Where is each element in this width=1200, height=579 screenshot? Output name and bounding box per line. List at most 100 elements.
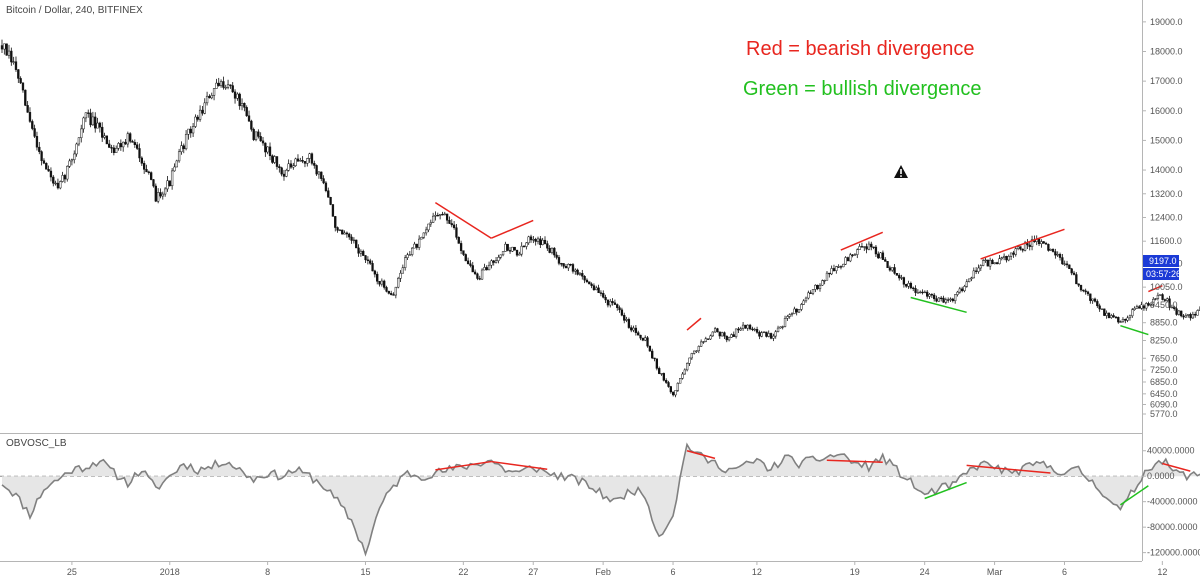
bearish-divergence-line[interactable]: [435, 460, 492, 471]
bullish-divergence-line[interactable]: [910, 296, 967, 314]
candle: [289, 163, 293, 168]
bearish-divergence-line[interactable]: [966, 464, 1051, 474]
candle: [571, 264, 575, 272]
countdown-badge: 03:57:26: [1143, 268, 1181, 280]
candle: [895, 273, 899, 276]
symbol-title[interactable]: Bitcoin / Dollar, 240, BITFINEX: [6, 5, 143, 16]
candle: [126, 133, 129, 145]
price-tick-label: 6450.0: [1150, 389, 1178, 399]
candle: [191, 126, 195, 134]
candle: [1072, 272, 1076, 275]
candle: [788, 314, 791, 317]
candle: [236, 93, 239, 99]
indicator-title[interactable]: OBVOSC_LB: [6, 438, 67, 449]
candle: [660, 373, 663, 375]
svg-text:9197.0: 9197.0: [1149, 256, 1177, 266]
candle: [156, 192, 160, 202]
candle: [1163, 299, 1167, 301]
candle: [1138, 306, 1141, 309]
candle: [658, 368, 661, 374]
candle: [877, 253, 880, 259]
candle: [581, 273, 584, 277]
candle: [1000, 257, 1003, 260]
candle: [692, 350, 696, 354]
candle: [373, 270, 377, 275]
bearish-divergence-line[interactable]: [1148, 284, 1163, 293]
bearish-divergence-line[interactable]: [980, 228, 1065, 260]
candle: [744, 324, 747, 329]
candle: [261, 140, 265, 144]
candle: [902, 277, 906, 285]
candle: [758, 332, 761, 337]
time-tick-label: 19: [850, 567, 860, 577]
candle: [825, 272, 829, 281]
candle: [686, 363, 689, 371]
price-pane[interactable]: [0, 0, 1142, 433]
bullish-divergence-line[interactable]: [1119, 485, 1149, 506]
candle: [33, 128, 36, 137]
candle: [811, 289, 815, 294]
candle: [1105, 312, 1108, 316]
candle: [168, 180, 171, 187]
candle: [224, 87, 227, 89]
candle: [434, 214, 437, 217]
candle: [550, 247, 554, 253]
candle: [632, 327, 635, 331]
candle: [87, 112, 90, 114]
bearish-divergence-line[interactable]: [491, 219, 534, 239]
candle: [832, 268, 836, 271]
candle: [341, 229, 344, 235]
candle: [863, 246, 866, 248]
candle: [543, 239, 547, 244]
candle: [350, 236, 353, 241]
candle: [324, 182, 328, 191]
candle: [501, 251, 505, 256]
candle: [995, 262, 999, 265]
oscillator-pane[interactable]: [0, 436, 1142, 561]
osc-tick-label: -80000.0000: [1147, 522, 1198, 532]
candle: [1037, 238, 1041, 245]
candle: [912, 287, 915, 289]
bearish-divergence-line[interactable]: [1162, 462, 1191, 472]
candle: [730, 334, 733, 338]
price-tick-label: 7250.0: [1150, 365, 1178, 375]
candle: [646, 337, 649, 347]
bearish-divergence-line[interactable]: [826, 459, 883, 463]
bullish-divergence-line[interactable]: [1120, 324, 1149, 336]
price-tick-label: 6090.0: [1150, 400, 1178, 410]
price-tick-label: 18000.0: [1150, 46, 1183, 56]
bearish-divergence-line[interactable]: [686, 450, 716, 460]
candle: [343, 232, 346, 235]
candle: [837, 266, 840, 268]
candle: [1012, 252, 1015, 255]
candle: [91, 116, 95, 126]
bearish-divergence-line[interactable]: [491, 460, 548, 470]
time-axis-ticks[interactable]: 2520188152227Feb6121924Mar61219: [67, 561, 1200, 577]
candle: [334, 216, 337, 228]
candle: [268, 146, 272, 157]
warning-icon[interactable]: [894, 165, 908, 178]
candle: [82, 117, 85, 130]
candle: [1166, 298, 1169, 301]
oscillator-axis-ticks[interactable]: 40000.0000 0.0000 -40000.0000 -80000.0000 -1…: [1142, 446, 1200, 558]
candle: [464, 254, 467, 262]
candle: [1100, 308, 1104, 310]
candle: [732, 334, 735, 337]
bearish-divergence-line[interactable]: [686, 317, 702, 331]
bullish-divergence-line[interactable]: [924, 481, 967, 500]
candle: [951, 298, 954, 302]
price-tick-label: 5770.0: [1150, 409, 1178, 419]
candle: [52, 176, 55, 184]
candle: [89, 112, 92, 126]
candle: [115, 148, 118, 153]
candle: [404, 257, 407, 268]
bearish-divergence-line[interactable]: [840, 231, 884, 251]
candle: [45, 162, 48, 170]
candle: [28, 112, 32, 122]
candle: [145, 169, 148, 173]
candle: [865, 246, 868, 250]
bearish-divergence-line[interactable]: [434, 202, 492, 239]
oscillator-divergence-lines: [435, 450, 1191, 506]
candle: [336, 227, 339, 231]
price-axis-ticks[interactable]: 19000.0 18000.0 17000.0 16000.0 15000.0 14000…: [1142, 17, 1183, 419]
